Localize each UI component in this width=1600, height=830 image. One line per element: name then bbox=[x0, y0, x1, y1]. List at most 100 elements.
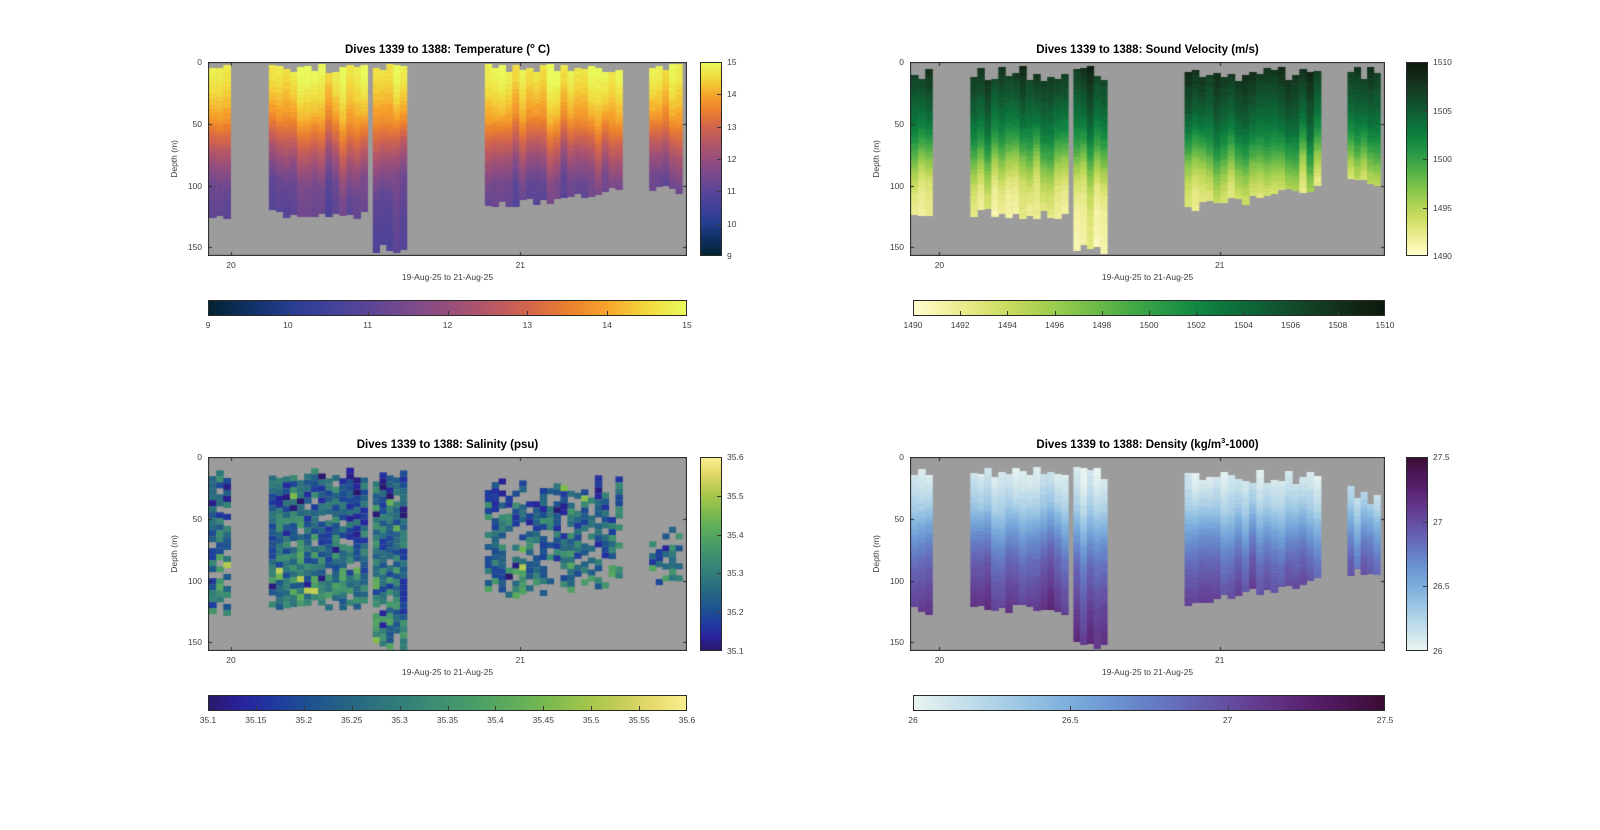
y-tick-label: 50 bbox=[192, 118, 202, 129]
colorbar-tick-label: 1496 bbox=[1045, 320, 1065, 330]
title-superscript: 3 bbox=[1221, 436, 1226, 445]
colorbar-tick-label: 12 bbox=[442, 320, 453, 330]
colorbar-tick-mark bbox=[717, 159, 721, 160]
colorbar-tick-mark bbox=[717, 223, 721, 225]
colorbar-tick-mark bbox=[287, 311, 289, 315]
colorbar-tick-label: 26 bbox=[1433, 646, 1443, 656]
y-axis-label: Depth (m) bbox=[169, 140, 179, 178]
colorbar-tick-label: 35.1 bbox=[727, 646, 744, 656]
vertical-colorbar bbox=[1406, 62, 1428, 256]
colorbar-tick-mark bbox=[717, 94, 721, 96]
x-axis-label: 19-Aug-25 to 21-Aug-25 bbox=[401, 667, 494, 677]
x-axis-label: 19-Aug-25 to 21-Aug-25 bbox=[1101, 272, 1194, 282]
colorbar-tick-mark bbox=[639, 706, 641, 710]
colorbar-tick-label: 1505 bbox=[1433, 105, 1452, 116]
colorbar-tick-label: 1490 bbox=[903, 320, 923, 330]
colorbar-tick-mark bbox=[1149, 311, 1150, 315]
x-tick-label: 21 bbox=[515, 655, 526, 665]
title-text: Dives 1339 to 1388: Sound Velocity (m/s) bbox=[1036, 43, 1259, 56]
colorbar-tick-mark bbox=[1423, 586, 1427, 588]
colorbar-tick-mark bbox=[1423, 159, 1427, 160]
colorbar-tick-mark bbox=[1243, 311, 1245, 315]
y-tick-label: 150 bbox=[187, 637, 202, 648]
colorbar-tick-label: 12 bbox=[727, 154, 737, 164]
colorbar-tick-label: 35.25 bbox=[341, 715, 363, 725]
colorbar-tick-mark bbox=[1101, 311, 1103, 315]
title-text: -1000) bbox=[1225, 438, 1259, 451]
y-tick-label: 150 bbox=[889, 242, 904, 253]
density-heatmap bbox=[910, 457, 1385, 651]
colorbar-tick-label: 27.5 bbox=[1376, 715, 1394, 725]
colorbar-tick-mark bbox=[1423, 521, 1427, 523]
colorbar-tick-mark bbox=[717, 191, 721, 193]
colorbar-tick-mark bbox=[960, 311, 962, 315]
colorbar-tick-label: 14 bbox=[727, 89, 737, 100]
colorbar-tick-label: 35.6 bbox=[727, 452, 744, 462]
colorbar-tick-mark bbox=[717, 126, 721, 128]
title-text: C) bbox=[534, 43, 551, 56]
colorbar-tick-mark bbox=[367, 311, 369, 315]
y-axis-label: Depth (m) bbox=[169, 535, 179, 573]
colorbar-tick-label: 13 bbox=[522, 320, 533, 330]
colorbar-tick-mark bbox=[447, 311, 449, 315]
vertical-colorbar bbox=[700, 457, 722, 651]
x-tick-label: 21 bbox=[1214, 655, 1225, 665]
y-tick-label: 0 bbox=[197, 452, 202, 462]
colorbar-tick-mark bbox=[1423, 207, 1427, 209]
x-tick-label: 20 bbox=[934, 260, 945, 270]
colorbar-tick-label: 1492 bbox=[950, 320, 970, 330]
colorbar-tick-label: 1502 bbox=[1186, 320, 1206, 330]
vertical-colorbar bbox=[1406, 457, 1428, 651]
colorbar-tick-label: 1494 bbox=[997, 320, 1017, 330]
colorbar-tick-label: 1500 bbox=[1139, 320, 1159, 330]
vertical-colorbar bbox=[700, 62, 722, 256]
colorbar-tick-mark bbox=[717, 495, 721, 497]
y-tick-label: 150 bbox=[187, 242, 202, 253]
y-tick-label: 0 bbox=[899, 452, 904, 462]
colorbar-tick-label: 11 bbox=[727, 186, 736, 197]
colorbar-tick-label: 35.3 bbox=[391, 715, 408, 725]
colorbar-tick-mark bbox=[717, 534, 721, 536]
y-tick-label: 50 bbox=[894, 513, 904, 524]
colorbar-tick-mark bbox=[303, 706, 305, 710]
x-tick-label: 21 bbox=[1214, 260, 1225, 270]
x-tick-label: 20 bbox=[934, 655, 945, 665]
y-tick-label: 150 bbox=[889, 637, 904, 648]
colorbar-tick-mark bbox=[255, 706, 257, 710]
colorbar-tick-label: 35.55 bbox=[628, 715, 650, 725]
colorbar-tick-mark bbox=[1054, 311, 1056, 315]
horizontal-colorbar bbox=[913, 300, 1385, 316]
colorbar-tick-label: 35.3 bbox=[727, 568, 744, 579]
colorbar-tick-label: 1495 bbox=[1433, 202, 1452, 213]
title-text: Dives 1339 to 1388: Temperature ( bbox=[344, 43, 531, 56]
y-tick-label: 0 bbox=[197, 57, 202, 67]
colorbar-tick-label: 9 bbox=[205, 320, 211, 330]
colorbar-tick-label: 1500 bbox=[1433, 154, 1452, 164]
colorbar-tick-label: 26.5 bbox=[1433, 581, 1450, 592]
plot-title: Dives 1339 to 1388: Temperature (o C) bbox=[208, 41, 687, 56]
colorbar-tick-label: 1504 bbox=[1233, 320, 1253, 330]
y-axis-label: Depth (m) bbox=[871, 535, 881, 573]
y-tick-label: 0 bbox=[899, 57, 904, 67]
y-tick-label: 100 bbox=[187, 180, 202, 191]
colorbar-tick-mark bbox=[1196, 311, 1198, 315]
colorbar-tick-label: 35.5 bbox=[582, 715, 600, 725]
colorbar-tick-label: 35.2 bbox=[727, 607, 744, 618]
plot-title: Dives 1339 to 1388: Density (kg/m3-1000) bbox=[910, 436, 1385, 451]
colorbar-tick-label: 27.5 bbox=[1433, 452, 1450, 462]
y-tick-label: 100 bbox=[187, 575, 202, 586]
colorbar-tick-label: 14 bbox=[602, 320, 612, 330]
colorbar-tick-mark bbox=[1423, 110, 1427, 112]
horizontal-colorbar bbox=[913, 695, 1385, 711]
colorbar-tick-label: 35.5 bbox=[727, 490, 744, 501]
horizontal-colorbar bbox=[208, 695, 687, 711]
y-tick-label: 100 bbox=[889, 180, 904, 191]
plot-title: Dives 1339 to 1388: Sound Velocity (m/s) bbox=[910, 41, 1385, 56]
colorbar-tick-label: 10 bbox=[283, 320, 293, 330]
colorbar-tick-label: 15 bbox=[682, 320, 692, 330]
colorbar-tick-label: 1510 bbox=[1433, 57, 1452, 67]
colorbar-tick-label: 27 bbox=[1222, 715, 1233, 725]
y-axis-label: Depth (m) bbox=[871, 140, 881, 178]
colorbar-tick-label: 26 bbox=[908, 715, 918, 725]
